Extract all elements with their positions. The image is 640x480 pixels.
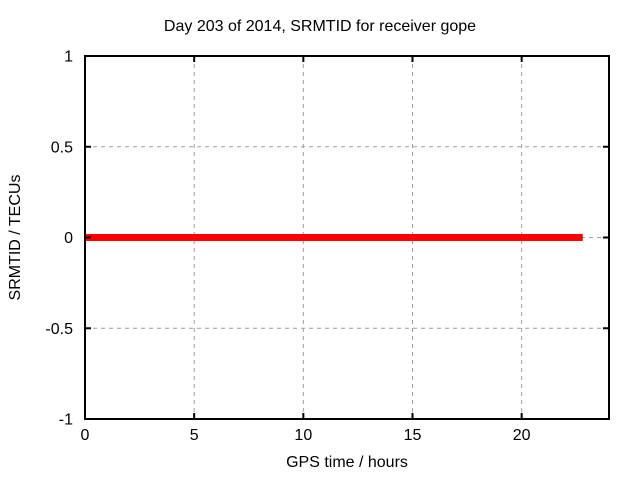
x-tick-label: 20: [513, 427, 531, 444]
x-axis-label: GPS time / hours: [286, 454, 408, 471]
y-axis-label: SRMTID / TECUs: [7, 175, 24, 301]
y-tick-label: -0.5: [45, 321, 73, 338]
tick-marks: [84, 55, 609, 420]
y-tick-label: -1: [59, 412, 73, 429]
y-tick-label: 0: [64, 230, 73, 247]
x-tick-label: 15: [404, 427, 422, 444]
y-tick-labels: 1 0.5 0 -0.5 -1: [45, 49, 73, 429]
x-tick-labels: 0 5 10 15 20: [81, 427, 531, 444]
y-tick-label: 1: [64, 49, 73, 66]
x-tick-label: 0: [81, 427, 90, 444]
x-tick-label: 10: [294, 427, 312, 444]
chart-title: Day 203 of 2014, SRMTID for receiver gop…: [164, 18, 476, 35]
x-tick-label: 5: [190, 427, 199, 444]
y-tick-label: 0.5: [51, 139, 73, 156]
